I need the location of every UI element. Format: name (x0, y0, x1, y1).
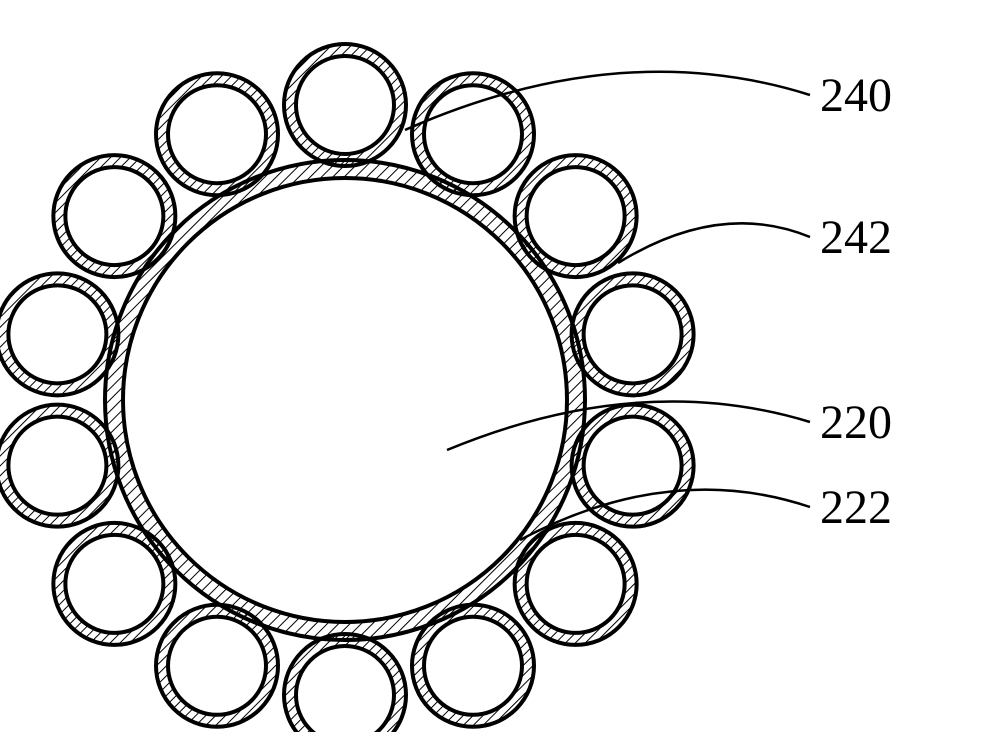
label-222: 222 (820, 480, 892, 535)
label-242: 242 (820, 210, 892, 265)
label-240: 240 (820, 68, 892, 123)
label-220: 220 (820, 395, 892, 450)
